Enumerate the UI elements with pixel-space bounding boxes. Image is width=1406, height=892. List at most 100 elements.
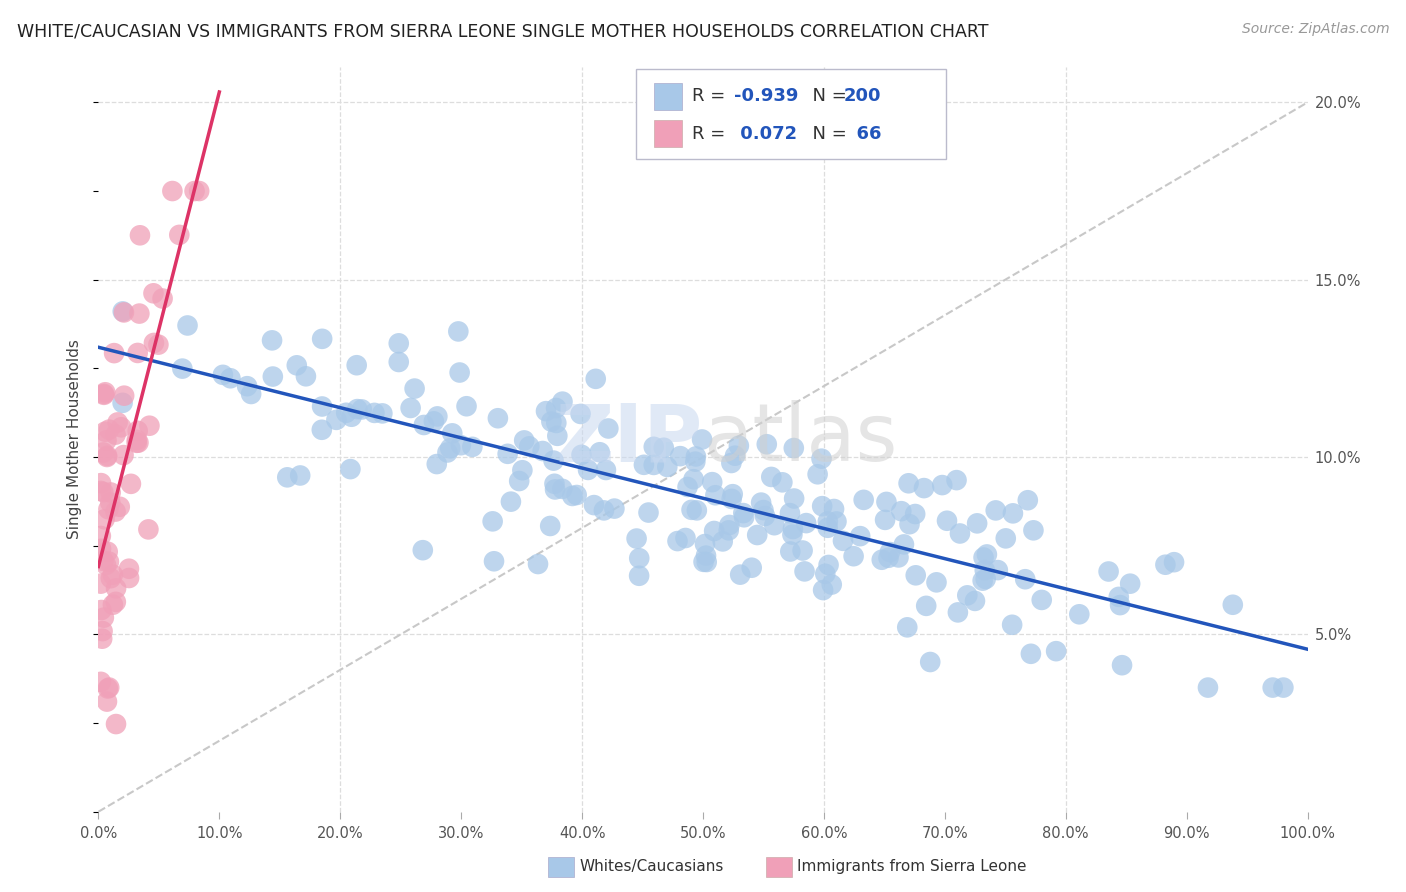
Point (811, 583, 834, 598)
Text: R =: R = (692, 125, 731, 143)
Point (842, 549, 865, 564)
Point (589, 445, 612, 459)
Point (96, 450, 118, 464)
Point (339, 462, 361, 476)
Point (105, 582, 128, 596)
Point (90, 476, 112, 491)
Point (423, 414, 446, 428)
Point (718, 517, 741, 532)
Point (643, 458, 665, 472)
Point (101, 567, 124, 582)
Point (285, 359, 308, 373)
Point (1017, 493, 1039, 508)
Point (755, 437, 778, 451)
Point (538, 519, 561, 533)
Point (1111, 658, 1133, 673)
Point (810, 451, 832, 466)
Point (711, 534, 734, 549)
Text: atlas: atlas (703, 401, 897, 478)
Point (531, 444, 554, 458)
Point (399, 401, 422, 415)
Point (682, 472, 704, 486)
Point (685, 455, 707, 469)
Point (508, 474, 530, 488)
Point (593, 503, 616, 517)
Point (172, 361, 194, 376)
Point (825, 515, 848, 529)
Point (128, 307, 150, 321)
Point (823, 502, 845, 516)
Point (904, 568, 927, 582)
Point (972, 574, 994, 588)
Point (97, 502, 120, 516)
Point (963, 594, 986, 608)
Point (142, 335, 165, 350)
Point (966, 516, 988, 531)
Point (101, 598, 124, 612)
Point (877, 550, 900, 565)
Text: Source: ZipAtlas.com: Source: ZipAtlas.com (1241, 22, 1389, 37)
Point (104, 427, 127, 442)
Point (486, 411, 509, 425)
Point (763, 518, 786, 533)
Point (176, 318, 198, 333)
Point (90, 674, 112, 689)
Text: ZIP: ZIP (555, 401, 703, 478)
Point (412, 543, 434, 558)
Point (496, 447, 519, 461)
Point (704, 488, 727, 502)
Point (98, 423, 121, 437)
Point (669, 449, 692, 463)
Point (1261, 681, 1284, 695)
Point (1001, 507, 1024, 521)
Point (945, 473, 967, 487)
Point (783, 491, 806, 506)
Point (162, 184, 184, 198)
Point (754, 508, 776, 523)
Point (817, 521, 839, 535)
Point (585, 372, 607, 386)
Point (544, 401, 567, 415)
Point (779, 506, 801, 520)
Point (946, 606, 969, 620)
Point (219, 371, 242, 385)
Text: N =: N = (801, 125, 853, 143)
Point (893, 537, 915, 551)
Point (681, 503, 703, 517)
Point (169, 227, 191, 242)
Point (111, 396, 134, 410)
Point (240, 387, 263, 401)
Point (436, 445, 458, 459)
Point (127, 435, 149, 450)
Point (125, 433, 148, 447)
Point (1163, 555, 1185, 569)
Point (93, 610, 115, 624)
Point (702, 475, 724, 490)
Point (350, 402, 373, 417)
Point (112, 448, 135, 462)
Point (112, 305, 135, 319)
Point (91, 624, 114, 639)
Point (973, 563, 995, 577)
Point (426, 457, 449, 471)
Point (108, 500, 131, 514)
Point (118, 571, 141, 585)
Point (915, 599, 938, 613)
Point (93, 387, 115, 401)
Point (782, 522, 804, 536)
Point (110, 420, 132, 434)
Point (449, 366, 471, 380)
Point (870, 553, 893, 567)
Point (582, 498, 605, 512)
Point (450, 438, 472, 452)
Point (887, 550, 910, 565)
Point (97, 555, 120, 569)
Point (148, 337, 170, 351)
Point (1154, 558, 1177, 572)
Point (741, 560, 763, 574)
Point (733, 506, 755, 520)
Point (290, 468, 312, 483)
Point (120, 476, 142, 491)
Point (749, 495, 772, 509)
Point (717, 524, 740, 538)
